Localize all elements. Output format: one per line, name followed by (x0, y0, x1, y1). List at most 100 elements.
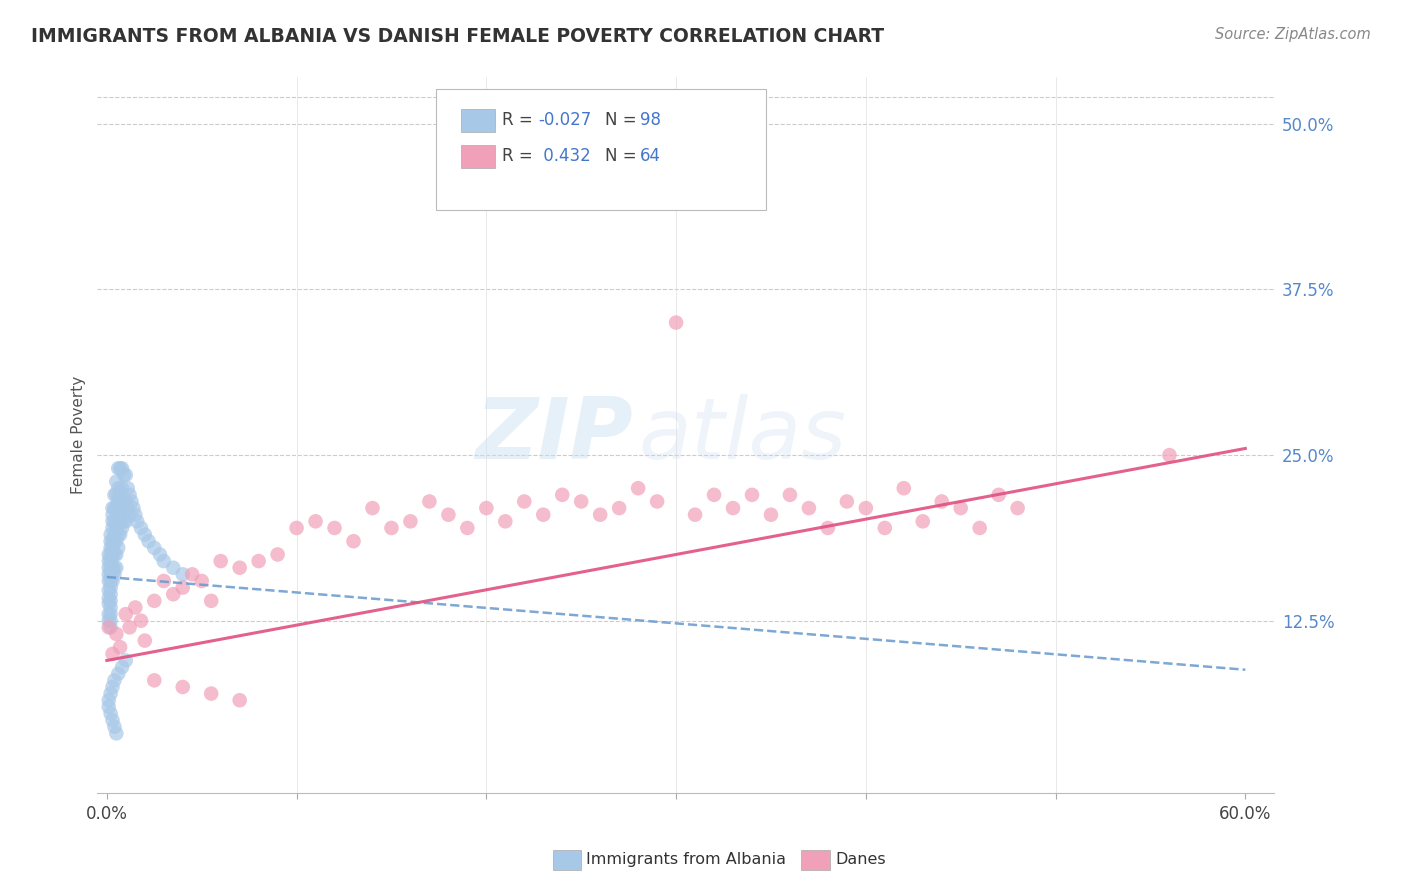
Point (108, 527, 131, 541)
Point (969, 521, 991, 535)
Point (124, 600, 146, 615)
Point (112, 494, 135, 508)
Point (107, 527, 129, 541)
Point (105, 548, 128, 562)
Point (107, 461, 129, 475)
Text: Danes: Danes (835, 853, 886, 867)
Text: Source: ZipAtlas.com: Source: ZipAtlas.com (1215, 27, 1371, 42)
Point (111, 660, 134, 674)
Point (949, 501, 972, 516)
Point (100, 554, 122, 568)
Point (134, 527, 156, 541)
Point (513, 494, 536, 508)
Point (228, 560, 250, 574)
Point (162, 587, 184, 601)
Point (100, 687, 122, 701)
Point (627, 481, 650, 495)
Point (97, 574, 120, 588)
Point (152, 554, 174, 568)
Point (361, 501, 384, 516)
Point (105, 726, 128, 740)
Point (103, 548, 125, 562)
Point (101, 534, 124, 549)
Point (645, 494, 668, 508)
Point (817, 521, 839, 535)
Point (97, 560, 120, 574)
Point (797, 501, 820, 516)
Point (1007, 501, 1029, 516)
Point (103, 514, 125, 528)
Point (108, 640, 131, 655)
Point (114, 467, 136, 482)
Point (101, 548, 124, 562)
Point (101, 514, 124, 528)
Point (143, 673, 166, 688)
Point (101, 647, 124, 661)
Point (97, 548, 120, 562)
Point (97, 591, 120, 606)
Point (101, 680, 124, 694)
Point (100, 614, 122, 628)
Point (100, 581, 122, 595)
Point (323, 521, 346, 535)
Point (531, 508, 554, 522)
Point (100, 594, 122, 608)
Point (101, 567, 124, 582)
Point (97, 607, 120, 621)
Point (97, 554, 120, 568)
Point (380, 521, 402, 535)
Point (103, 501, 125, 516)
Point (152, 574, 174, 588)
Point (247, 554, 270, 568)
Y-axis label: Female Poverty: Female Poverty (72, 376, 86, 494)
Point (111, 481, 134, 495)
Point (101, 574, 124, 588)
Point (494, 514, 516, 528)
Point (475, 501, 498, 516)
Point (100, 548, 122, 562)
Point (759, 508, 782, 522)
Point (114, 653, 136, 667)
Point (129, 614, 152, 628)
Point (162, 560, 184, 574)
Point (181, 567, 204, 582)
Text: N =: N = (605, 147, 641, 165)
Point (228, 693, 250, 707)
Point (105, 534, 128, 549)
Point (114, 514, 136, 528)
Point (97, 583, 120, 598)
Point (683, 508, 706, 522)
Point (108, 461, 131, 475)
Point (105, 560, 128, 574)
Point (100, 620, 122, 634)
Point (121, 494, 143, 508)
Point (100, 574, 122, 588)
Point (100, 567, 122, 582)
Point (107, 494, 129, 508)
Text: R =: R = (502, 147, 538, 165)
Text: 98: 98 (640, 112, 661, 129)
Text: N =: N = (605, 112, 641, 129)
Point (105, 501, 128, 516)
Point (342, 534, 364, 549)
Point (304, 514, 326, 528)
Point (97, 699, 120, 714)
Point (114, 607, 136, 621)
Point (108, 488, 131, 502)
Text: Immigrants from Albania: Immigrants from Albania (586, 853, 786, 867)
Text: 0.432: 0.432 (538, 147, 592, 165)
Point (873, 521, 896, 535)
Text: -0.027: -0.027 (538, 112, 592, 129)
Point (105, 475, 128, 489)
Point (103, 534, 125, 549)
Point (551, 488, 574, 502)
Point (607, 501, 630, 516)
Point (143, 594, 166, 608)
Point (122, 501, 145, 516)
Point (893, 481, 915, 495)
Point (103, 673, 125, 688)
Point (569, 494, 592, 508)
Text: ZIP: ZIP (475, 393, 633, 476)
Point (100, 560, 122, 574)
Point (100, 607, 122, 621)
